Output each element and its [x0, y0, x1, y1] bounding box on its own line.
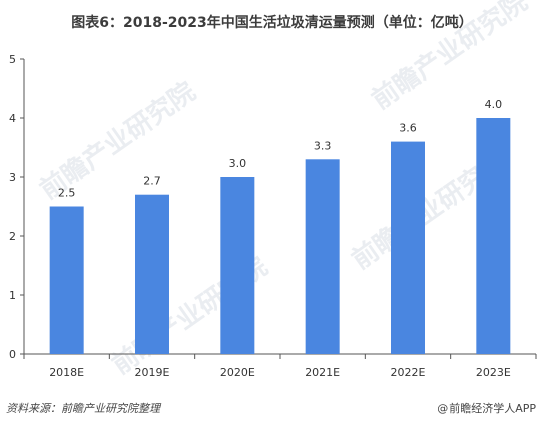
- bar: [391, 141, 425, 354]
- y-tick-label: 4: [9, 112, 16, 125]
- data-label: 2.5: [58, 187, 76, 200]
- y-tick-label: 1: [9, 289, 16, 302]
- x-tick-label: 2023E: [476, 366, 511, 379]
- x-tick-label: 2021E: [305, 366, 340, 379]
- y-tick-label: 2: [9, 230, 16, 243]
- bar: [476, 118, 511, 354]
- source-note: 资料来源：前瞻产业研究院整理: [6, 402, 160, 415]
- data-label: 4.0: [485, 98, 503, 111]
- chart-title: 图表6：2018-2023年中国生活垃圾清运量预测（单位：亿吨）: [71, 15, 473, 31]
- brand-name: 前瞻经济学人APP: [449, 402, 536, 415]
- y-tick-label: 3: [9, 171, 16, 184]
- watermark-text: 前瞻产业研究院: [366, 0, 533, 116]
- data-label: 3.6: [399, 122, 417, 135]
- data-label: 3.3: [314, 139, 332, 152]
- bar: [49, 206, 84, 354]
- y-tick-label: 0: [9, 348, 16, 361]
- x-tick-label: 2018E: [49, 366, 84, 379]
- brand-symbol: @: [437, 402, 449, 415]
- bar: [305, 159, 340, 354]
- data-label: 2.7: [143, 175, 161, 188]
- brand-credit: @前瞻经济学人APP: [437, 400, 536, 416]
- data-label: 3.0: [229, 157, 247, 170]
- x-tick-label: 2019E: [135, 366, 170, 379]
- bar: [220, 177, 255, 354]
- bar: [135, 194, 169, 354]
- x-tick-label: 2022E: [391, 366, 426, 379]
- y-tick-label: 5: [9, 53, 16, 66]
- x-tick-label: 2020E: [220, 366, 255, 379]
